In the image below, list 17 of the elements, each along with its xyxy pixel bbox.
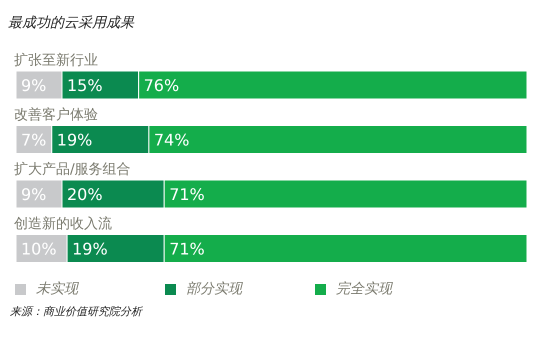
data-label: 19% (56, 130, 92, 150)
data-label: 71% (169, 185, 205, 204)
data-label: 20% (66, 185, 103, 204)
legend-label: 未实现 (36, 280, 78, 298)
data-label: 15% (66, 76, 103, 95)
legend-label: 部分实现 (186, 280, 242, 298)
y-tick-label: 扩张至新行业 (14, 52, 98, 68)
data-label: 74% (154, 130, 190, 150)
y-tick-label: 扩大产品/服务组合 (14, 161, 131, 178)
chart-title: 最成功的云采用成果 (8, 14, 136, 33)
data-label: 76% (144, 76, 180, 95)
source-note: 来源：商业价值研究院分析 (9, 304, 144, 319)
legend-label: 完全实现 (336, 280, 392, 298)
data-label: 71% (169, 240, 205, 258)
y-tick-label: 创造新的收入流 (14, 216, 112, 232)
data-label: 19% (72, 240, 108, 258)
y-tick-label: 改善客户体验 (14, 106, 98, 123)
